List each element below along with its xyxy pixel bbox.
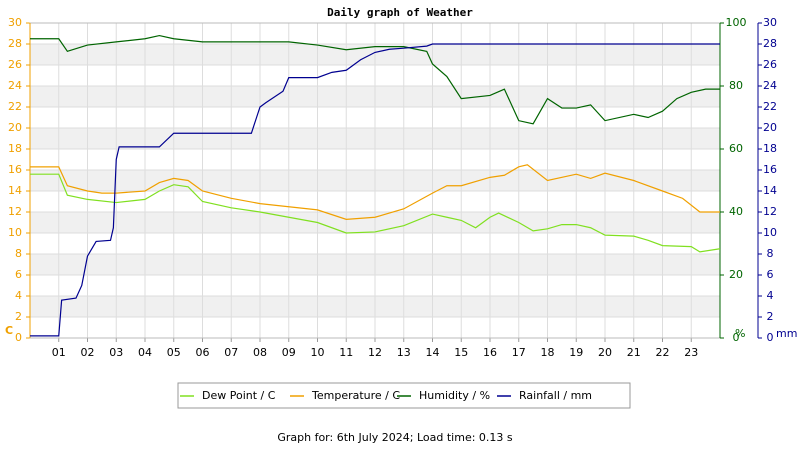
y3-tick-label: 0 xyxy=(767,331,774,344)
y3-tick-label: 12 xyxy=(763,205,777,218)
y3-tick-label: 14 xyxy=(763,184,777,197)
x-tick-label: 22 xyxy=(656,346,670,359)
x-tick-label: 20 xyxy=(598,346,612,359)
x-tick-label: 04 xyxy=(138,346,152,359)
y-tick-label: 18 xyxy=(8,142,22,155)
y-tick-label: 0 xyxy=(15,331,22,344)
y2-tick-label: 0 xyxy=(733,331,740,344)
y-tick-label: 14 xyxy=(8,184,22,197)
y-tick-label: 28 xyxy=(8,37,22,50)
y-tick-label: 8 xyxy=(15,247,22,260)
y3-tick-label: 6 xyxy=(767,268,774,281)
x-tick-label: 21 xyxy=(627,346,641,359)
x-tick-label: 10 xyxy=(311,346,325,359)
y2-tick-label: 20 xyxy=(729,268,743,281)
y3-axis-label: mm xyxy=(776,327,797,340)
x-tick-label: 23 xyxy=(684,346,698,359)
y3-tick-label: 30 xyxy=(763,16,777,29)
x-tick-label: 15 xyxy=(454,346,468,359)
x-tick-label: 13 xyxy=(397,346,411,359)
y-tick-label: 2 xyxy=(15,310,22,323)
x-tick-label: 17 xyxy=(512,346,526,359)
x-tick-label: 08 xyxy=(253,346,267,359)
y3-tick-label: 16 xyxy=(763,163,777,176)
y3-tick-label: 8 xyxy=(767,247,774,260)
legend-label: Humidity / % xyxy=(419,389,490,402)
x-tick-label: 16 xyxy=(483,346,497,359)
x-tick-label: 19 xyxy=(569,346,583,359)
x-tick-label: 06 xyxy=(196,346,210,359)
y2-axis-label: % xyxy=(735,327,745,340)
y-tick-label: 22 xyxy=(8,100,22,113)
series-line xyxy=(30,43,720,337)
y-tick-label: 26 xyxy=(8,58,22,71)
y-tick-label: 6 xyxy=(15,268,22,281)
y3-tick-label: 20 xyxy=(763,121,777,134)
y-tick-label: 12 xyxy=(8,205,22,218)
series-line xyxy=(30,34,720,125)
y-tick-label: 4 xyxy=(15,289,22,302)
series-line xyxy=(30,173,721,253)
y-tick-label: 16 xyxy=(8,163,22,176)
y3-tick-label: 18 xyxy=(763,142,777,155)
x-tick-label: 14 xyxy=(426,346,440,359)
x-tick-label: 09 xyxy=(282,346,296,359)
x-tick-label: 12 xyxy=(368,346,382,359)
y2-tick-label: 60 xyxy=(729,142,743,155)
x-tick-label: 01 xyxy=(52,346,66,359)
y3-tick-label: 28 xyxy=(763,37,777,50)
legend-label: Rainfall / mm xyxy=(519,389,592,402)
x-tick-label: 02 xyxy=(81,346,95,359)
x-tick-label: 03 xyxy=(109,346,123,359)
chart-title: Daily graph of Weather xyxy=(327,6,473,19)
series-line xyxy=(30,164,720,220)
legend-label: Temperature / C xyxy=(311,389,400,402)
y-tick-label: 24 xyxy=(8,79,22,92)
x-tick-label: 18 xyxy=(541,346,555,359)
y3-tick-label: 24 xyxy=(763,79,777,92)
y3-tick-label: 2 xyxy=(767,310,774,323)
y3-tick-label: 22 xyxy=(763,100,777,113)
x-tick-label: 07 xyxy=(224,346,238,359)
y-tick-label: 30 xyxy=(8,16,22,29)
y3-tick-label: 26 xyxy=(763,58,777,71)
footer: Graph for: 6th July 2024; Load time: 0.1… xyxy=(277,431,513,444)
y2-tick-label: 100 xyxy=(726,16,747,29)
y-axis-label: C xyxy=(5,324,13,337)
y-tick-label: 10 xyxy=(8,226,22,239)
legend-label: Dew Point / C xyxy=(202,389,276,402)
y3-tick-label: 4 xyxy=(767,289,774,302)
x-tick-label: 11 xyxy=(339,346,353,359)
y2-tick-label: 80 xyxy=(729,79,743,92)
y3-tick-label: 10 xyxy=(763,226,777,239)
y2-tick-label: 40 xyxy=(729,205,743,218)
y-tick-label: 20 xyxy=(8,121,22,134)
x-tick-label: 05 xyxy=(167,346,181,359)
